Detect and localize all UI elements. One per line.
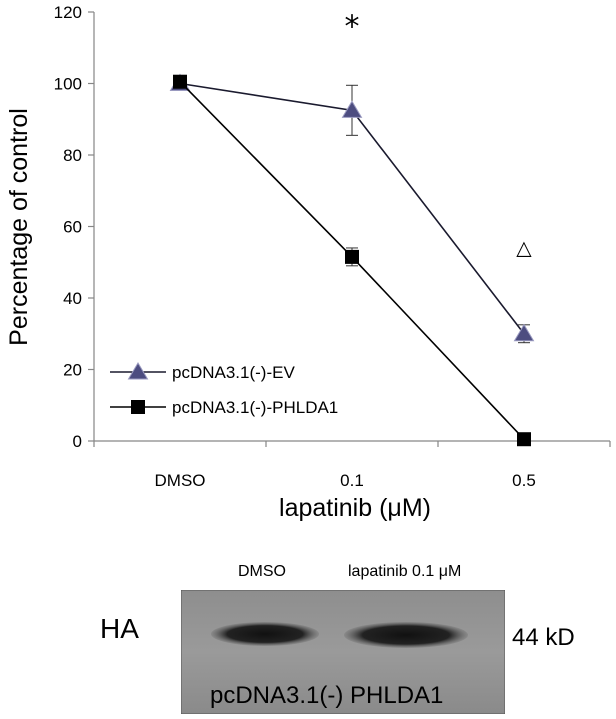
construct-label: pcDNA3.1(-) PHLDA1 xyxy=(210,682,444,709)
x-axis-ticks: DMSO 0.1 0.5 xyxy=(93,441,611,490)
antibody-label: HA xyxy=(100,613,139,644)
annotation-mark: △ xyxy=(516,235,532,259)
y-axis-title: Percentage of control xyxy=(5,108,33,346)
y-tick-label: 40 xyxy=(63,289,82,308)
molecular-weight-label: 44 kD xyxy=(512,624,575,651)
y-tick-label: 60 xyxy=(63,218,82,237)
legend-label: pcDNA3.1(-)-EV xyxy=(172,363,295,382)
legend: pcDNA3.1(-)-EV pcDNA3.1(-)-PHLDA1 xyxy=(110,362,338,417)
series-2 xyxy=(173,74,531,447)
x-tick-label: 0.1 xyxy=(340,471,364,490)
blot-image xyxy=(181,590,505,714)
data-point xyxy=(517,432,531,447)
legend-label: pcDNA3.1(-)-PHLDA1 xyxy=(172,398,338,417)
blot-lane-label-lapatinib: lapatinib 0.1 μM xyxy=(348,563,462,580)
blot-band-dmso xyxy=(211,622,319,646)
y-axis-ticks: 0 20 40 60 80 100 120 xyxy=(54,3,94,451)
annotation-mark: * xyxy=(345,9,360,44)
series-layer xyxy=(169,73,535,447)
legend-marker xyxy=(127,362,149,380)
y-tick-label: 120 xyxy=(54,3,82,22)
legend-item-2: pcDNA3.1(-)-PHLDA1 xyxy=(110,398,338,417)
data-point xyxy=(345,249,359,264)
annotation-layer: *△ xyxy=(345,9,533,259)
y-tick-label: 100 xyxy=(54,75,82,94)
x-tick-label: 0.5 xyxy=(512,471,536,490)
x-axis-title: lapatinib (μM) xyxy=(279,494,431,522)
x-tick-label: DMSO xyxy=(155,471,206,490)
data-point xyxy=(341,100,363,118)
blot-lane-label-dmso: DMSO xyxy=(238,563,286,580)
y-tick-label: 20 xyxy=(63,361,82,380)
series-1 xyxy=(169,73,535,344)
blot-band-lapatinib xyxy=(344,622,468,648)
data-point xyxy=(173,74,187,89)
legend-marker xyxy=(131,400,145,414)
y-tick-label: 0 xyxy=(73,432,82,451)
western-blot-panel: DMSO lapatinib 0.1 μM HA 44 kD pcDNA3.1(… xyxy=(0,540,616,719)
y-tick-label: 80 xyxy=(63,146,82,165)
legend-item-1: pcDNA3.1(-)-EV xyxy=(110,362,295,382)
data-point xyxy=(513,323,535,342)
